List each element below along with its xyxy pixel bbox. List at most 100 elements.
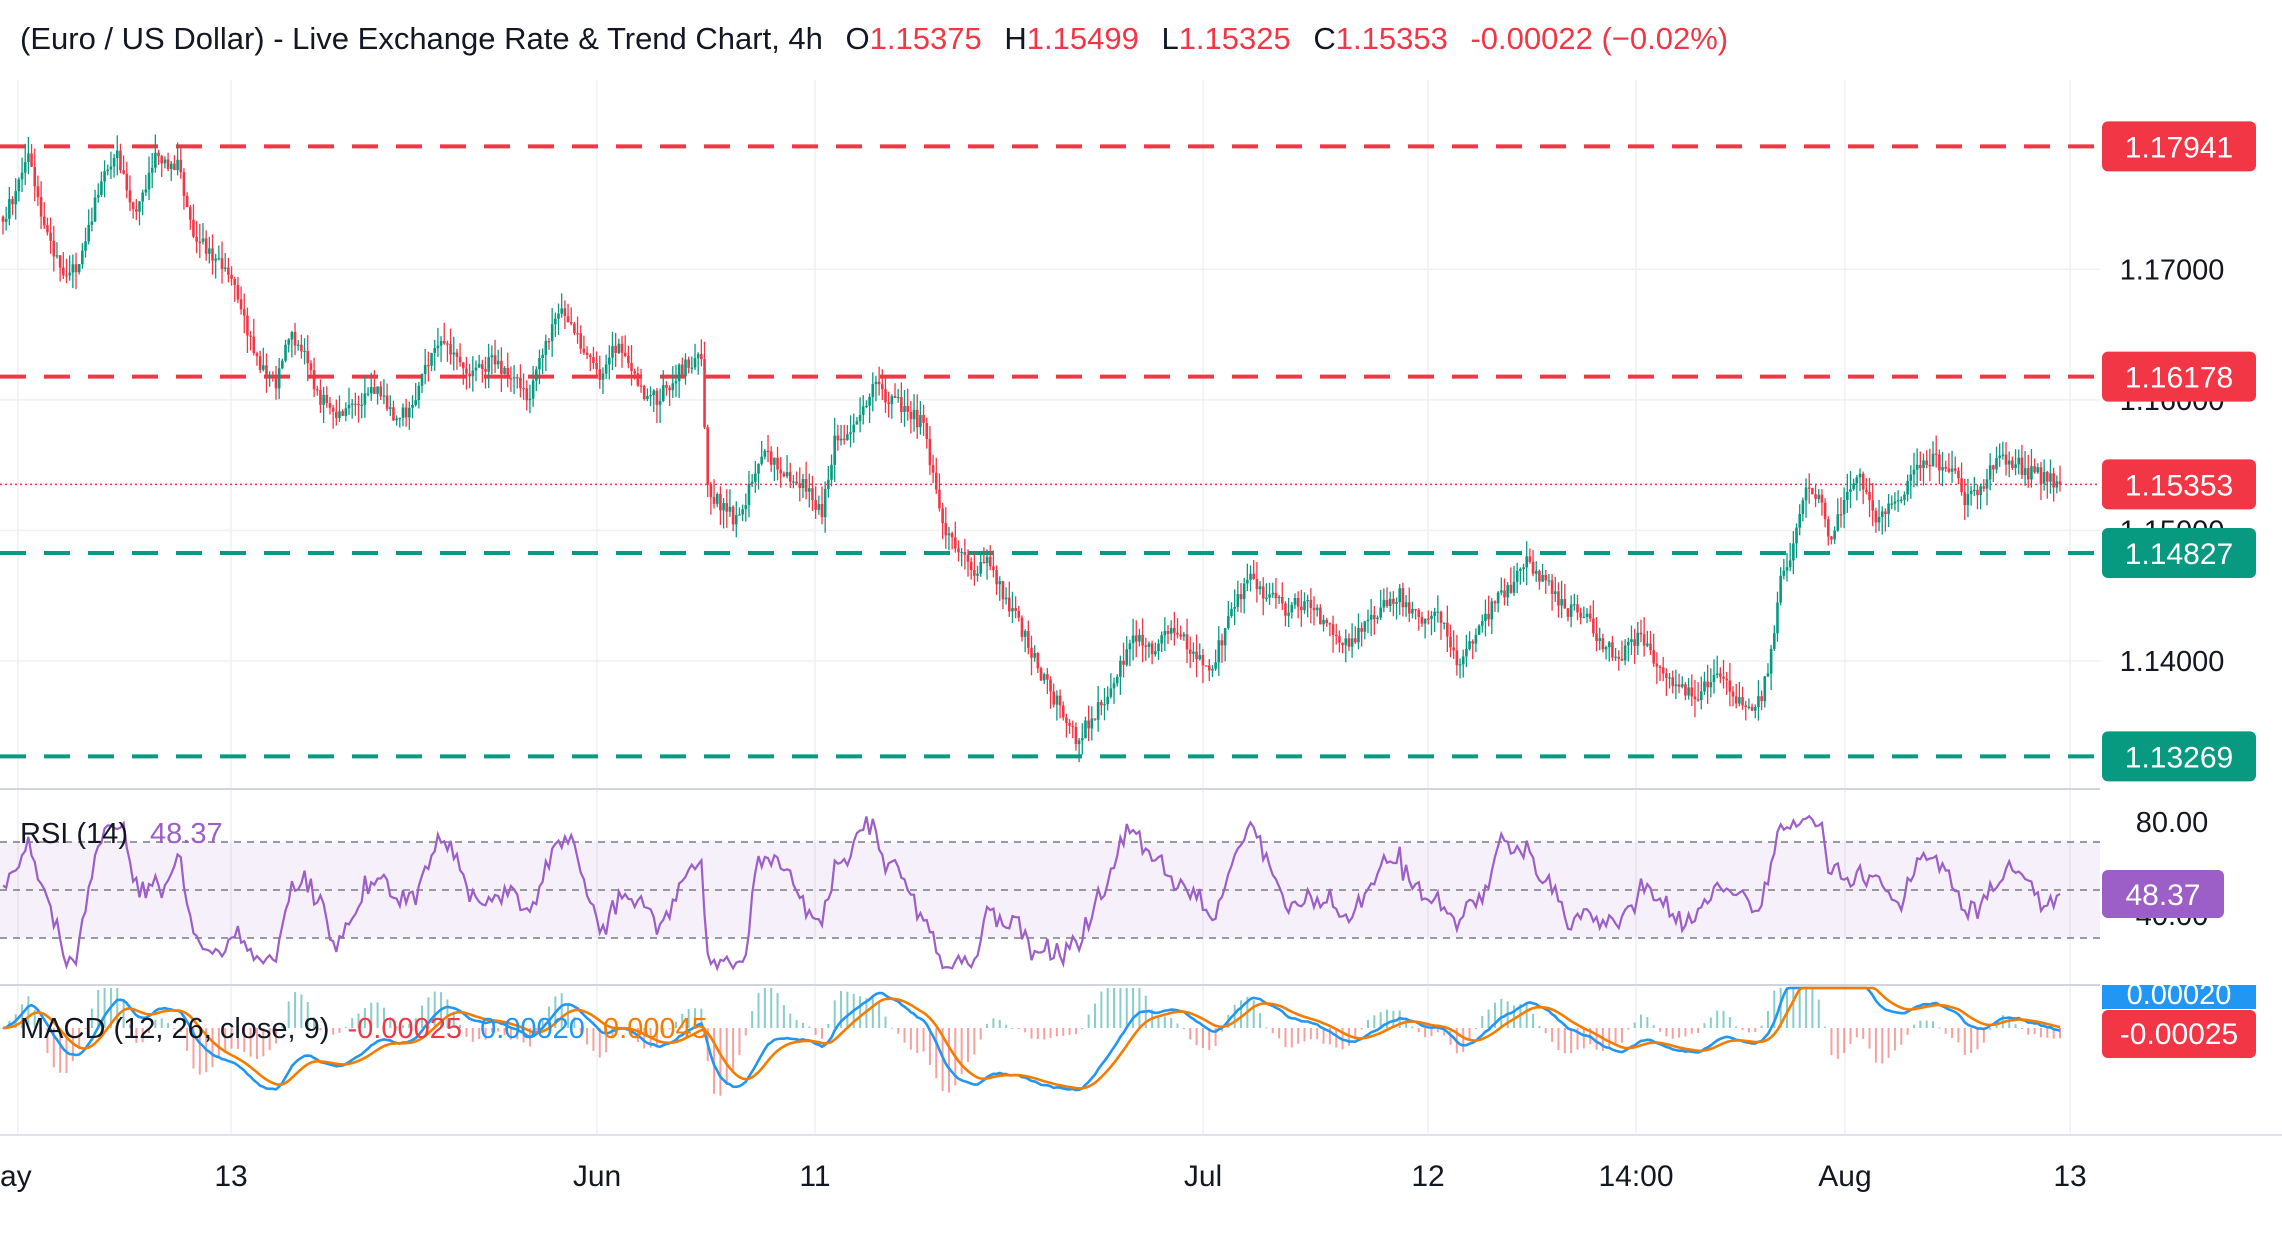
candle-body [1249,573,1252,580]
candle-body [74,264,78,273]
macd-histogram-bar [1081,1028,1084,1029]
candle-body [1722,676,1725,679]
macd-histogram-bar [294,992,297,1028]
macd-histogram-bar [414,1018,417,1028]
candle-body [661,385,665,401]
candle-body [1639,632,1643,635]
price-tags: 1.17941 1.16178 1.14827 1.13269 1.15353 [2102,121,2256,782]
candle-body [995,570,998,585]
candle-body [1395,602,1398,604]
candle-body [1369,615,1373,620]
macd-histogram-bar [897,1028,900,1034]
macd-histogram-bar [1754,1028,1757,1032]
candle-body [1874,510,1878,523]
macd-histogram-bar [173,1028,176,1029]
candle-body [1039,668,1043,681]
candle-body [1052,691,1056,705]
candle-body [1725,678,1728,681]
candle-body [128,190,132,203]
macd-histogram-bar [1881,1028,1884,1064]
macd-histogram-bar [262,1028,265,1057]
candle-body [1306,599,1309,602]
candle-body [1093,718,1097,720]
candle-body [560,308,563,314]
macd-histogram-bar [820,1028,823,1039]
macd-histogram-bar [338,1028,341,1033]
time-axis[interactable]: ay 13 Jun 11 Jul 12 14:00 Aug 13 [0,1160,2087,1193]
candle-body [1449,636,1452,648]
candle-body [198,241,202,243]
macd-histogram-bar [224,1028,227,1053]
support-price-tag-bg [2102,731,2256,782]
macd-histogram-bar [1290,1028,1293,1048]
candle-body [1699,691,1703,701]
macd-histogram-bar [535,1028,538,1033]
candle-body [1074,727,1078,745]
candle-body [58,255,62,268]
candle-body [1255,579,1259,590]
candle-body [477,364,481,368]
candle-body [112,157,116,167]
macd-histogram-bar [128,1024,131,1028]
macd-histogram-bar [1163,1016,1166,1028]
candle-body [1261,586,1265,599]
candle-body [1566,608,1570,617]
candle-body [509,378,513,380]
candle-body [874,381,878,384]
candle-body [1807,487,1811,489]
macd-histogram-bar [376,1002,379,1028]
candle-body [1976,489,1979,496]
macd-histogram-bar [167,1023,170,1028]
macd-histogram-bar [586,1028,589,1045]
candle-body [998,581,1002,585]
candle-body [1233,606,1236,609]
macd-histogram-bar [1811,988,1814,1028]
candle-body [500,360,503,374]
candle-body [242,309,246,316]
macd-histogram-bar [1220,1028,1223,1032]
resistance-price-tag: 1.17941 [2125,131,2233,164]
candle-body [1823,502,1827,520]
candle-body [684,359,687,377]
candle-body [868,396,871,406]
macd-histogram-bar [452,1012,455,1028]
macd-histogram-bar [846,991,849,1028]
candle-body [1753,707,1757,711]
macd-histogram-bar [522,1028,525,1043]
candle-body [357,403,360,406]
candle-body [944,523,948,536]
candle-body [592,357,595,363]
candle-body [1690,687,1694,697]
rsi-title: RSI (14) [20,818,128,850]
candle-body [1131,635,1135,644]
candle-body [1309,599,1313,608]
macd-histogram-bar [992,1018,995,1028]
candle-body [1100,702,1103,706]
candle-body [1826,519,1830,537]
macd-histogram-bar [643,1028,646,1049]
candle-body [538,358,541,370]
macd-histogram-bar [1100,991,1103,1028]
candle-body [1236,594,1240,607]
candle-body [2011,460,2014,468]
candle-body [376,386,379,394]
macd-histogram-bar [1093,1003,1096,1028]
candle-body [325,394,329,404]
candle-body [744,505,748,510]
macd-axis[interactable]: 0.00020 -0.00025 [2102,979,2256,1058]
candle-body [1280,596,1284,604]
candle-body [106,169,110,172]
macd-histogram-bar [1119,988,1122,1028]
candle-body [300,344,303,352]
macd-histogram-bar [52,1028,55,1068]
macd-histogram-bar [1551,1028,1554,1042]
macd-histogram-bar [1011,1028,1014,1029]
macd-histogram-bar [1792,988,1795,1028]
candle-body [185,196,189,208]
macd-histogram-bar [1436,1028,1439,1033]
macd-histogram-bar [509,1028,512,1040]
candle-body [1420,616,1424,624]
candle-body [1912,469,1916,475]
